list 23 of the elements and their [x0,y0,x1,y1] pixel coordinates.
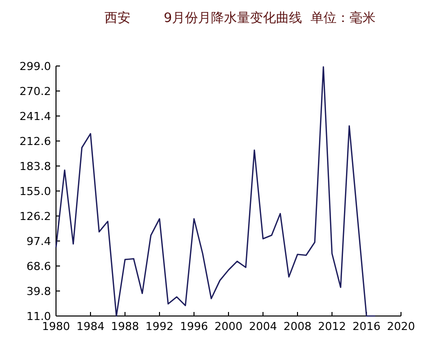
y-tick-label: 241.4 [20,110,51,123]
x-tick-label: 1992 [146,320,174,333]
x-tick-label: 1984 [76,320,104,333]
y-tick-label: 97.4 [26,235,51,248]
y-tick-label: 299.0 [20,60,51,73]
y-tick-label: 183.8 [20,160,51,173]
x-tick-label: 2020 [387,320,415,333]
y-tick-label: 39.8 [26,285,51,298]
y-tick-label: 212.6 [20,135,51,148]
x-tick-label: 2000 [214,320,242,333]
title: 西安 9月份月降水量变化曲线 单位：毫米 [104,11,376,26]
y-tick-label: 68.6 [26,260,51,273]
y-tick-label: 155.0 [20,185,51,198]
x-tick-label: 1980 [42,320,70,333]
x-tick-label: 2016 [352,320,380,333]
x-tick-label: 2012 [318,320,346,333]
x-tick-label: 1996 [180,320,208,333]
y-tick-label: 270.2 [20,85,51,98]
x-tick-label: 2004 [249,320,277,333]
y-tick-label: 126.2 [20,210,51,223]
x-tick-label: 2008 [284,320,312,333]
y-tick-label: 11.0 [26,310,51,323]
x-tick-label: 1988 [111,320,139,333]
